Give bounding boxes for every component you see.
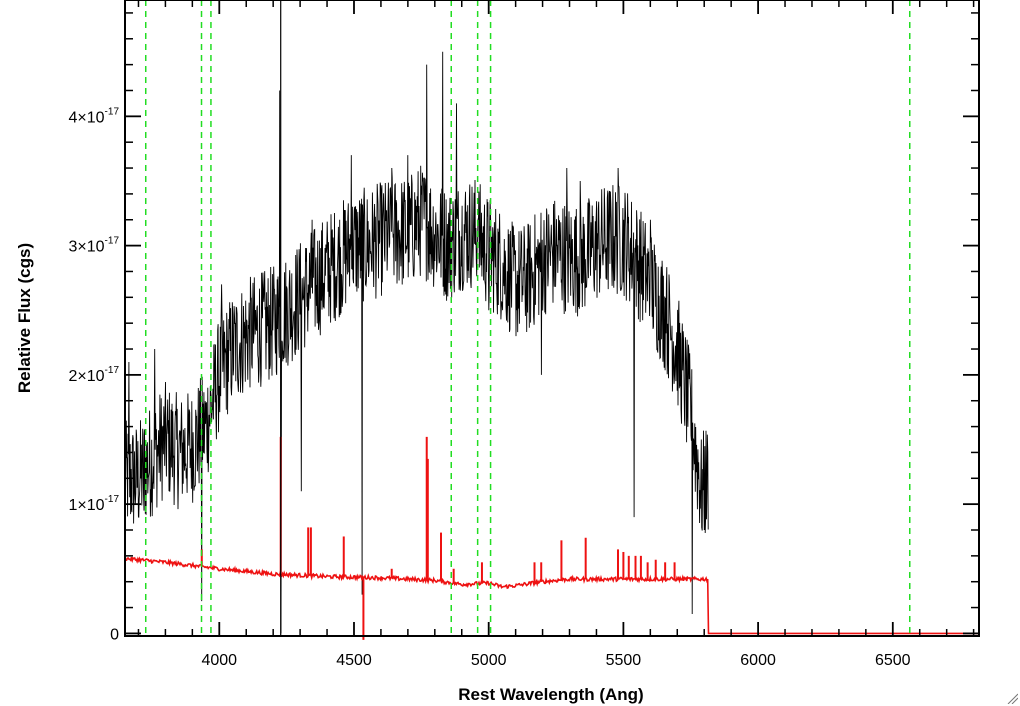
- y-tick-label: 2×10-17: [69, 365, 120, 385]
- tick-marks: [125, 0, 979, 636]
- plot-area: [124, 51, 979, 640]
- axes-frame-rect: [124, 0, 980, 637]
- resize-grip-icon[interactable]: [1006, 692, 1018, 704]
- y-tick-label: 3×10-17: [69, 236, 120, 256]
- observed-spectrum-line: [124, 51, 709, 634]
- x-axis-title: Rest Wavelength (Ang): [458, 685, 643, 704]
- tick-labels: 4000 4500 5000 5500 6000 6500 0 1×10-17 2×10-17 3…: [69, 106, 911, 669]
- x-tick-label: 5000: [471, 652, 507, 669]
- x-tick-label: 6500: [875, 652, 911, 669]
- x-tick-label: 4500: [336, 652, 372, 669]
- x-tick-label: 4000: [201, 652, 237, 669]
- y-tick-label: 1×10-17: [69, 494, 120, 514]
- axes-frame: [124, 0, 980, 637]
- x-tick-label: 6000: [740, 652, 776, 669]
- y-tick-label: 4×10-17: [69, 106, 120, 126]
- reference-lines: [144, 0, 911, 636]
- x-tick-label: 5500: [606, 652, 642, 669]
- y-axis-title: Relative Flux (cgs): [15, 243, 34, 393]
- y-tick-label: 0: [110, 626, 119, 643]
- model-spectrum-line: [124, 556, 979, 635]
